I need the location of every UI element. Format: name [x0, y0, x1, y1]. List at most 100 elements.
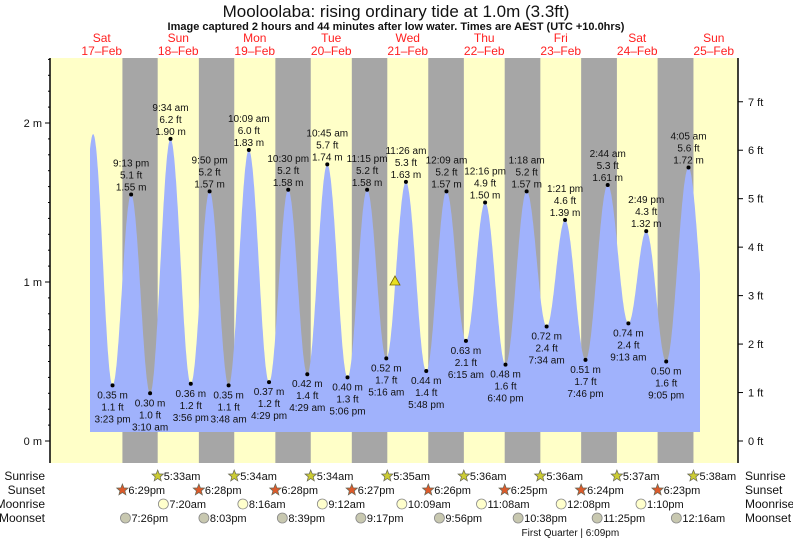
tide-time: 2:44 am — [590, 149, 626, 160]
sunset-time: 6:28pm — [205, 485, 242, 497]
tide-time: 11:26 am — [385, 146, 426, 157]
sunrise-star-icon — [151, 469, 165, 482]
day-date: 25–Feb — [693, 44, 734, 58]
high-tide-point — [444, 189, 449, 194]
sunset-row-label-right: Sunset — [745, 483, 783, 497]
sunrise-star-icon — [533, 469, 548, 482]
tide-time: 3:48 am — [211, 414, 247, 425]
high-tide-point — [207, 189, 212, 194]
tide-height-m: 0.35 m — [97, 390, 128, 401]
sunset-star-icon — [345, 483, 359, 496]
moonset-time: 11:25pm — [603, 513, 645, 525]
sunset-star-icon — [421, 483, 435, 496]
moonrise-time: 1:10pm — [647, 499, 684, 511]
tide-height-ft: 1.6 ft — [655, 379, 677, 390]
day-date: 23–Feb — [540, 44, 581, 58]
tide-height-m: 1.74 m — [312, 152, 343, 163]
tide-time: 10:30 pm — [267, 154, 309, 165]
sunset-star-icon — [574, 483, 588, 496]
tide-height-m: 0.36 m — [175, 389, 206, 400]
moonset-time: 9:56pm — [445, 513, 482, 525]
tide-time: 10:45 am — [306, 128, 348, 139]
tide-height-m: 1.57 m — [431, 179, 462, 190]
day-date: 18–Feb — [158, 44, 199, 58]
sunset-time: 6:29pm — [128, 485, 165, 497]
sunset-time: 6:25pm — [511, 485, 548, 497]
tide-time: 6:15 am — [448, 370, 484, 381]
moonset-row-label: Moonset — [0, 511, 46, 525]
sunrise-time: 5:37am — [623, 471, 660, 483]
high-tide-point — [365, 187, 370, 192]
tide-height-ft: 5.2 ft — [277, 166, 299, 177]
moonrise-moon-icon — [316, 498, 328, 510]
sunrise-star-icon — [304, 469, 318, 482]
tide-height-m: 0.50 m — [651, 367, 682, 378]
tide-height-m: 1.58 m — [273, 178, 304, 189]
tide-time: 9:13 pm — [113, 159, 149, 170]
tide-height-ft: 1.7 ft — [375, 375, 397, 386]
tide-height-m: 0.40 m — [332, 382, 363, 393]
low-tide-point — [226, 383, 231, 388]
moonset-time: 9:17pm — [367, 513, 404, 525]
low-tide-point — [583, 357, 588, 362]
day-name: Thu — [474, 31, 495, 45]
day-name: Sun — [703, 31, 724, 45]
low-tide-point — [503, 362, 508, 367]
tide-time: 4:29 am — [289, 403, 325, 414]
ft-tick-label: 2 ft — [748, 339, 763, 351]
low-tide-point — [544, 324, 549, 329]
low-tide-point — [148, 391, 153, 396]
low-tide-point — [188, 381, 193, 386]
current-tide-marker — [389, 275, 401, 286]
tide-time: 3:56 pm — [173, 413, 209, 424]
day-date: 20–Feb — [311, 44, 352, 58]
high-tide-point — [129, 192, 134, 197]
low-tide-point — [345, 375, 350, 380]
day-name: Sat — [628, 31, 647, 45]
sunset-star-icon — [268, 483, 283, 496]
moonset-moon-icon — [512, 512, 524, 524]
moonset-time: 7:26pm — [131, 513, 168, 525]
tide-height-m: 0.72 m — [531, 332, 562, 343]
low-tide-point — [267, 380, 272, 385]
high-tide-point — [325, 162, 330, 167]
tide-height-ft: 4.6 ft — [554, 196, 576, 207]
sunset-time: 6:26pm — [434, 485, 471, 497]
tide-height-ft: 1.4 ft — [415, 388, 437, 399]
moonset-row-label-right: Moonset — [745, 511, 792, 525]
tide-height-ft: 2.4 ft — [535, 344, 557, 355]
high-tide-point — [168, 136, 173, 141]
tide-time: 11:15 pm — [347, 154, 388, 165]
ft-tick-label: 6 ft — [748, 145, 763, 157]
moonset-time: 10:38pm — [524, 513, 567, 525]
sunrise-time: 5:35am — [393, 471, 430, 483]
ft-tick-label: 4 ft — [748, 242, 763, 254]
moonset-moon-icon — [591, 512, 603, 524]
tide-time: 4:29 pm — [251, 411, 287, 422]
low-tide-point — [384, 356, 389, 361]
tide-height-m: 1.90 m — [155, 127, 186, 138]
moonrise-moon-icon — [635, 498, 647, 510]
sunrise-time: 5:33am — [164, 471, 201, 483]
tide-height-ft: 1.1 ft — [101, 402, 123, 413]
sunset-star-icon — [192, 483, 206, 496]
tide-time: 12:16 pm — [464, 167, 506, 178]
tide-height-m: 0.74 m — [613, 328, 644, 339]
high-tide-point — [246, 148, 251, 153]
moonrise-time: 9:12am — [328, 499, 365, 511]
sunrise-star-icon — [457, 469, 471, 482]
tide-time: 7:34 am — [529, 356, 565, 367]
tide-height-m: 1.32 m — [631, 219, 662, 230]
tide-height-m: 0.44 m — [411, 376, 442, 387]
tide-time: 9:05 pm — [648, 391, 684, 402]
tide-height-ft: 1.1 ft — [217, 402, 239, 413]
moonset-moon-icon — [355, 512, 367, 524]
moonrise-time: 8:16am — [249, 499, 286, 511]
high-tide-point — [644, 229, 649, 234]
day-name: Sat — [93, 31, 112, 45]
sunrise-star-icon — [686, 469, 701, 482]
sunrise-time: 5:36am — [470, 471, 507, 483]
sunset-star-icon — [115, 483, 130, 496]
moonset-time: 8:39pm — [288, 513, 325, 525]
tide-height-ft: 5.3 ft — [597, 161, 619, 172]
